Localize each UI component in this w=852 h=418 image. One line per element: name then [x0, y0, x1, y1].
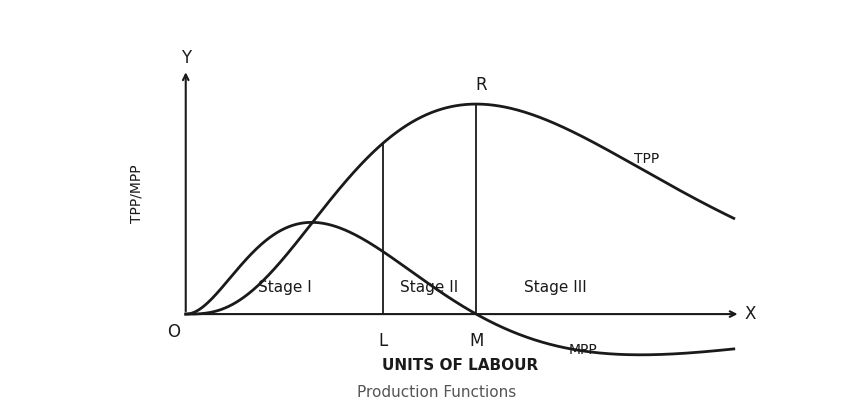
Text: R: R	[475, 76, 487, 94]
Text: Stage I: Stage I	[257, 280, 311, 295]
Text: Production Functions: Production Functions	[357, 385, 516, 400]
Text: Stage III: Stage III	[524, 280, 587, 295]
Text: MPP: MPP	[568, 343, 597, 357]
Text: L: L	[378, 332, 388, 350]
Text: Stage II: Stage II	[400, 280, 458, 295]
Text: X: X	[745, 305, 756, 323]
Text: O: O	[167, 323, 181, 341]
Text: M: M	[469, 332, 483, 350]
Text: UNITS OF LABOUR: UNITS OF LABOUR	[382, 358, 538, 373]
Text: Y: Y	[181, 49, 191, 67]
Text: TPP/MPP: TPP/MPP	[130, 164, 143, 223]
Text: TPP: TPP	[634, 152, 659, 166]
